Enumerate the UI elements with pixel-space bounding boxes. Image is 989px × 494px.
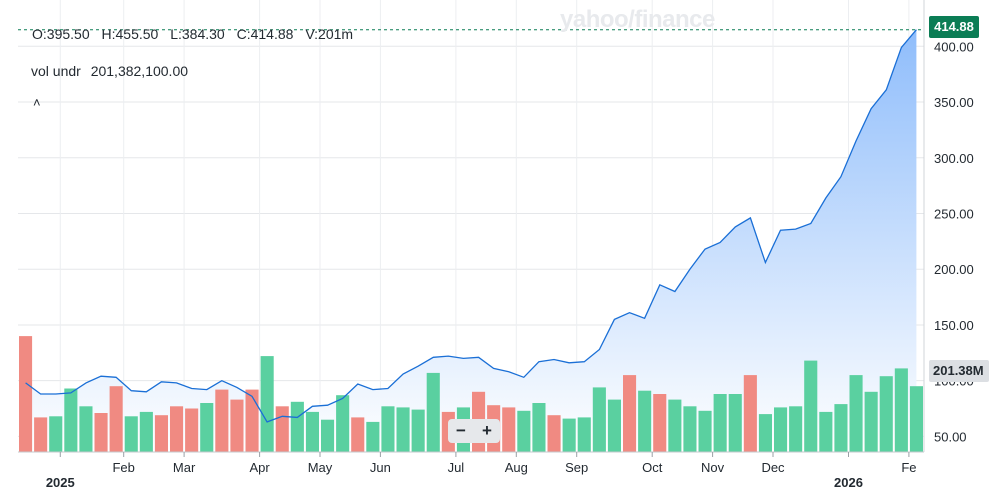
y-tick-label: 250.00 xyxy=(934,206,974,221)
volume-bar xyxy=(894,368,908,452)
volume-indicator-value: 201,382,100.00 xyxy=(90,63,189,79)
last-price-tag: 414.88 xyxy=(929,16,979,38)
x-tick-label: Nov xyxy=(701,460,725,475)
volume-bar xyxy=(502,407,516,452)
volume-bar xyxy=(562,418,576,452)
x-axis: 2025 Feb Mar Apr May Jun Jul Aug Sep Oct Nov Dec 202… xyxy=(46,452,916,490)
x-tick-label: Mar xyxy=(173,460,196,475)
volume-bar xyxy=(154,415,168,452)
y-tick-label: 400.00 xyxy=(934,39,974,54)
volume-bar xyxy=(49,416,63,452)
volume-bar xyxy=(713,394,727,452)
x-tick-label: Jul xyxy=(448,460,465,475)
volume-bar xyxy=(260,356,274,452)
volume-bar xyxy=(185,408,199,452)
volume-bar xyxy=(638,390,652,452)
chevron-up-icon[interactable]: ˄ xyxy=(33,95,41,110)
x-tick-label: Fe xyxy=(901,460,916,475)
volume-bar xyxy=(758,414,772,452)
volume-bar xyxy=(426,372,440,452)
volume-bar xyxy=(623,375,637,452)
volume-bar xyxy=(849,375,863,452)
y-tick-label: 150.00 xyxy=(934,318,974,333)
volume-bar xyxy=(879,376,893,452)
volume-indicator-row: vol undr 201,382,100.00 xyxy=(31,63,194,79)
open-value: O:395.50 xyxy=(32,26,90,42)
x-tick-label: Apr xyxy=(249,460,270,475)
volume-bar xyxy=(200,403,214,452)
x-tick-label: Oct xyxy=(642,460,663,475)
high-value: H:455.50 xyxy=(101,26,159,42)
volume-bar xyxy=(124,416,138,452)
volume-bar xyxy=(396,407,410,452)
volume-bars xyxy=(19,336,923,452)
volume-bar xyxy=(411,409,425,452)
volume-bar xyxy=(79,406,93,452)
zoom-out-button[interactable]: − xyxy=(456,421,466,440)
volume-bar xyxy=(64,388,78,452)
y-tick-label: 350.00 xyxy=(934,95,974,110)
volume-bar xyxy=(109,386,123,452)
x-tick-label: Feb xyxy=(112,460,134,475)
volume-bar xyxy=(728,394,742,452)
volume-bar xyxy=(532,403,546,452)
volume-bar xyxy=(834,404,848,452)
x-tick-label: Dec xyxy=(761,460,785,475)
volume-bar xyxy=(139,411,153,452)
zoom-controls: − + xyxy=(448,419,500,443)
volume-bar xyxy=(94,413,108,452)
volume-indicator-label: vol undr xyxy=(31,63,81,79)
volume-bar xyxy=(668,399,682,452)
volume-bar xyxy=(864,391,878,452)
volume-bar xyxy=(381,406,395,452)
volume-bar xyxy=(819,411,833,452)
volume-bar xyxy=(607,399,621,452)
volume-bar xyxy=(804,360,818,452)
volume-bar xyxy=(592,387,606,452)
yahoo-finance-watermark: yahoo/finance xyxy=(560,6,715,33)
x-year-label: 2025 xyxy=(46,475,75,490)
x-tick-label: May xyxy=(308,460,333,475)
x-year-label: 2026 xyxy=(834,475,863,490)
volume-bar xyxy=(230,399,244,452)
volume-bar xyxy=(245,389,259,452)
x-tick-label: Aug xyxy=(505,460,528,475)
volume-bar xyxy=(366,421,380,452)
y-tick-label: 50.00 xyxy=(934,429,967,444)
price-area xyxy=(25,29,917,452)
volume-bar xyxy=(683,406,697,452)
volume-bar xyxy=(170,406,184,452)
volume-bar xyxy=(743,375,757,452)
zoom-in-button[interactable]: + xyxy=(482,421,492,440)
volume-bar xyxy=(290,401,304,452)
volume-bar xyxy=(577,417,591,452)
x-tick-label: Jun xyxy=(370,460,391,475)
volume-bar xyxy=(698,410,712,452)
y-tick-label: 200.00 xyxy=(934,262,974,277)
volume-bar xyxy=(547,415,561,452)
volume-bar xyxy=(351,417,365,452)
volume-bar xyxy=(275,406,289,452)
volume-bar xyxy=(789,406,803,452)
volume-bar xyxy=(909,386,923,452)
y-tick-label: 300.00 xyxy=(934,151,974,166)
last-volume-tag: 201.38M xyxy=(929,360,989,382)
volume-bar xyxy=(34,417,48,452)
volume-bar xyxy=(336,395,350,452)
volume-bar xyxy=(517,410,531,452)
volume-bar xyxy=(321,419,335,452)
volume-bar xyxy=(215,389,229,452)
volume-bar xyxy=(774,407,788,452)
price-line xyxy=(25,29,917,423)
ohlc-readout: O:395.50 H:455.50 L:384.30 C:414.88 V:20… xyxy=(32,26,361,42)
volume-bar xyxy=(19,336,33,452)
volume-bar xyxy=(305,411,319,452)
x-tick-label: Sep xyxy=(565,460,588,475)
volume-bar xyxy=(653,394,667,452)
volume-value: V:201m xyxy=(305,26,354,42)
low-value: L:384.30 xyxy=(170,26,225,42)
close-value: C:414.88 xyxy=(236,26,294,42)
